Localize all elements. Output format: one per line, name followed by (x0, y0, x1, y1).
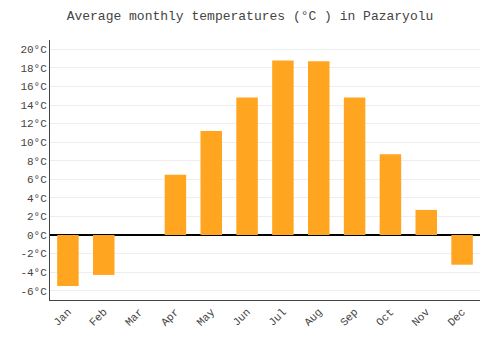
svg-text:Apr: Apr (159, 306, 181, 328)
svg-text:Dec: Dec (446, 306, 468, 328)
svg-text:18°C: 18°C (20, 63, 47, 75)
svg-text:Jun: Jun (231, 306, 253, 328)
svg-text:4°C: 4°C (27, 193, 47, 205)
svg-text:Oct: Oct (374, 306, 396, 328)
svg-text:12°C: 12°C (20, 118, 47, 130)
svg-text:Aug: Aug (302, 306, 324, 328)
svg-text:0°C: 0°C (27, 230, 47, 242)
svg-text:-2°C: -2°C (20, 248, 47, 260)
svg-text:Average monthly temperatures (: Average monthly temperatures (°C ) in Pa… (67, 9, 434, 24)
svg-text:Feb: Feb (87, 306, 109, 328)
svg-text:16°C: 16°C (20, 81, 47, 93)
svg-text:Sep: Sep (338, 306, 360, 328)
svg-text:8°C: 8°C (27, 156, 47, 168)
svg-text:May: May (195, 306, 218, 329)
svg-text:-6°C: -6°C (20, 286, 47, 298)
svg-text:2°C: 2°C (27, 211, 47, 223)
svg-text:Jul: Jul (266, 306, 288, 328)
svg-text:Mar: Mar (123, 306, 145, 328)
svg-text:10°C: 10°C (20, 137, 47, 149)
svg-text:-4°C: -4°C (20, 267, 47, 279)
svg-text:20°C: 20°C (20, 44, 47, 56)
svg-text:Nov: Nov (410, 306, 433, 329)
svg-text:Jan: Jan (51, 306, 73, 328)
svg-text:14°C: 14°C (20, 100, 47, 112)
svg-text:6°C: 6°C (27, 174, 47, 186)
